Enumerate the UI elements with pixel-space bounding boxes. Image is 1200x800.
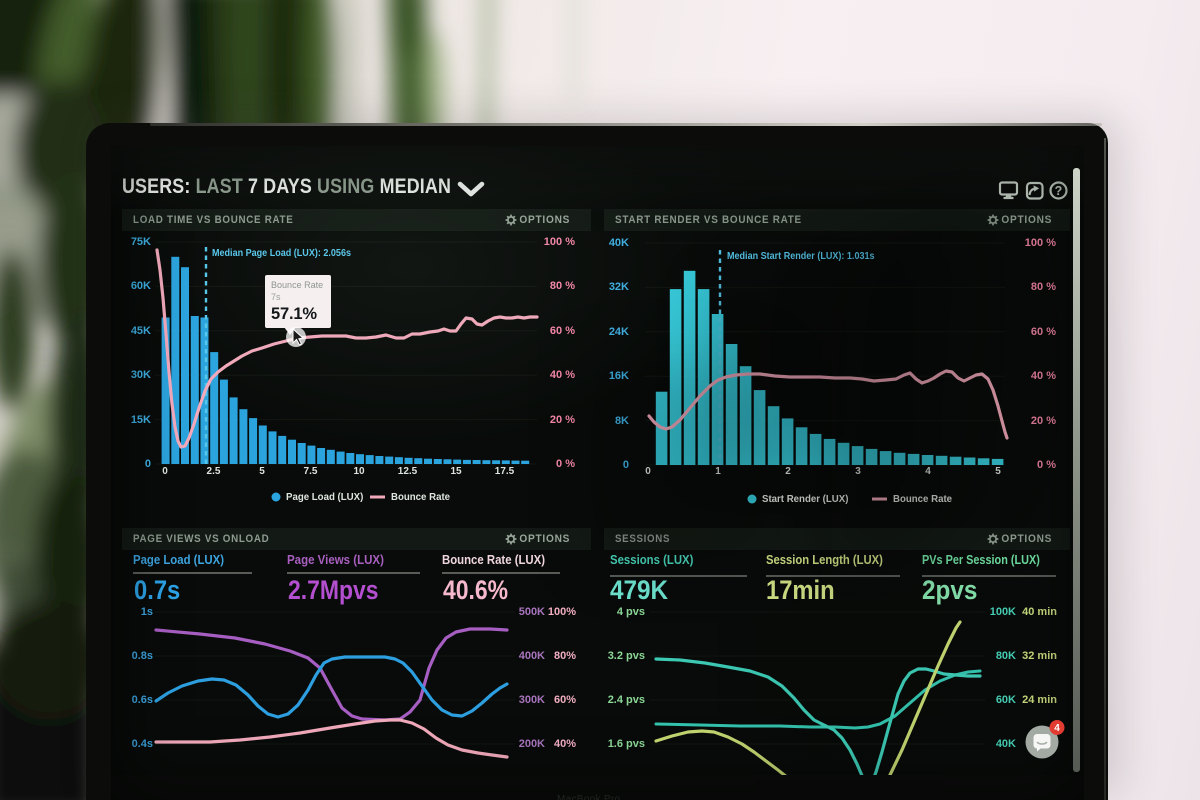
svg-text:4: 4: [1054, 723, 1060, 734]
svg-text:?: ?: [1055, 184, 1063, 198]
